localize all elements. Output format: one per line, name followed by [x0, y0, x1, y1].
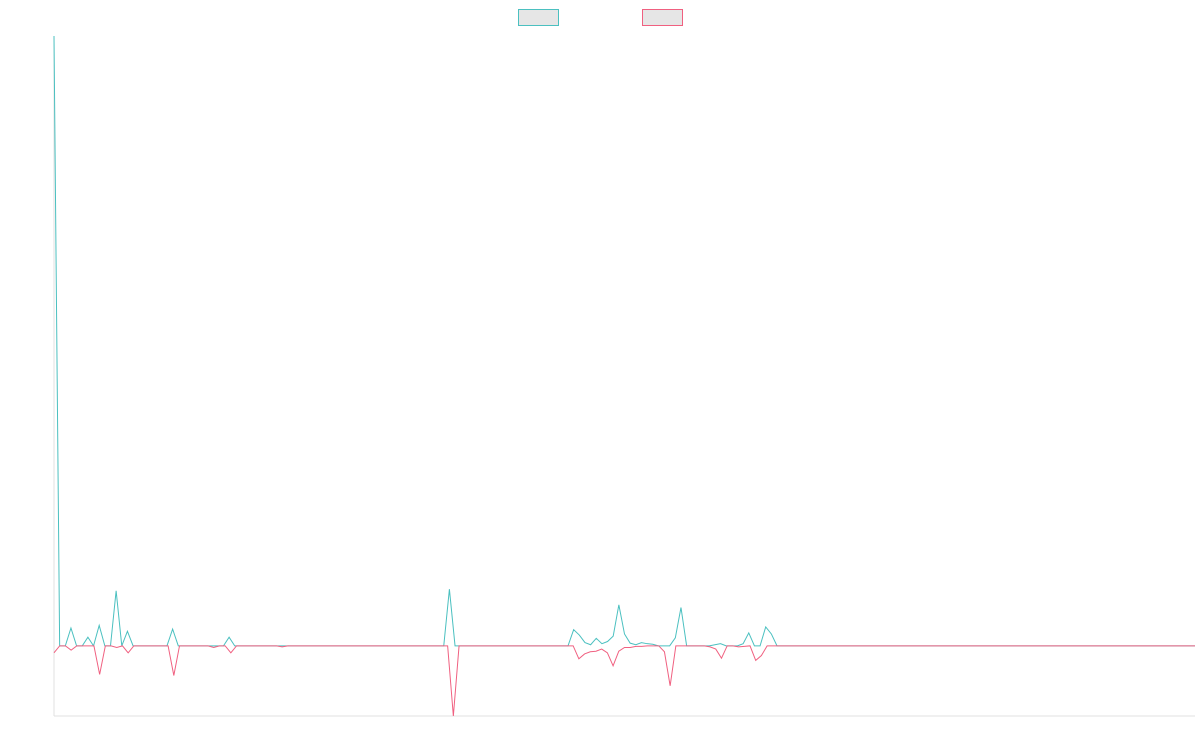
legend-swatch-2[interactable] — [642, 9, 683, 26]
series-group — [53, 35, 1195, 717]
series-line-1 — [53, 35, 1195, 648]
chart-legend — [518, 9, 683, 26]
legend-swatch-1[interactable] — [518, 9, 559, 26]
series-line-2 — [53, 645, 1195, 717]
